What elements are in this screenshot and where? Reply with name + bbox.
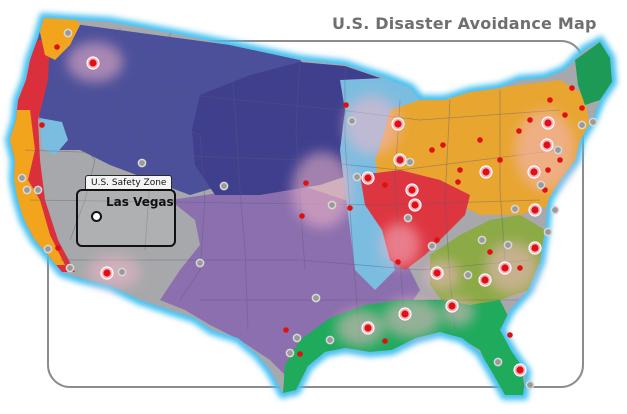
city-marker (219, 181, 229, 191)
city-marker (405, 157, 415, 167)
risk-marker (497, 157, 503, 163)
city-marker (536, 180, 546, 190)
city-marker (292, 333, 302, 343)
risk-marker (481, 276, 489, 284)
city-marker (550, 205, 560, 215)
las-vegas-label: Las Vegas (106, 195, 174, 209)
risk-marker (507, 332, 513, 338)
gray-markers (17, 28, 598, 390)
city-marker (525, 380, 535, 390)
risk-marker (448, 302, 456, 310)
risk-marker (579, 105, 585, 111)
risk-marker (434, 237, 440, 243)
risk-marker (516, 366, 524, 374)
city-marker (33, 185, 43, 195)
city-marker (117, 267, 127, 277)
city-marker (493, 357, 503, 367)
risk-marker (303, 180, 309, 186)
risk-marker (364, 174, 372, 182)
risk-marker (297, 351, 303, 357)
city-marker (553, 145, 563, 155)
city-marker (352, 172, 362, 182)
city-marker (285, 348, 295, 358)
safety-zone-label: U.S. Safety Zone (85, 175, 173, 190)
city-marker (43, 244, 53, 254)
city-marker (577, 120, 587, 130)
risk-marker (299, 213, 305, 219)
risk-marker (401, 310, 409, 318)
city-marker (17, 173, 27, 183)
risk-marker (55, 245, 61, 251)
city-marker (325, 335, 335, 345)
risk-marker (395, 259, 401, 265)
city-marker (588, 117, 598, 127)
risk-marker (39, 122, 45, 128)
city-marker (311, 293, 321, 303)
risk-marker (544, 119, 552, 127)
city-marker (63, 28, 73, 38)
city-marker (510, 204, 520, 214)
risk-marker (364, 324, 372, 332)
city-marker (65, 263, 75, 273)
risk-marker (542, 187, 548, 193)
city-marker (477, 235, 487, 245)
risk-marker (531, 206, 539, 214)
risk-marker (89, 59, 97, 67)
risk-marker (531, 244, 539, 252)
city-marker (427, 241, 437, 251)
city-marker (327, 200, 337, 210)
risk-marker (482, 168, 490, 176)
risk-marker (433, 269, 441, 277)
city-marker (503, 240, 513, 250)
risk-marker (455, 179, 461, 185)
city-marker (195, 258, 205, 268)
city-marker (22, 185, 32, 195)
risk-marker (530, 168, 538, 176)
risk-marker (283, 327, 289, 333)
risk-marker (543, 141, 551, 149)
risk-marker (501, 264, 509, 272)
city-marker (137, 158, 147, 168)
risk-marker (457, 167, 463, 173)
risk-marker (562, 112, 568, 118)
risk-marker (103, 269, 111, 277)
risk-marker (429, 147, 435, 153)
risk-marker (411, 201, 419, 209)
risk-marker (382, 182, 388, 188)
risk-marker (557, 157, 563, 163)
las-vegas-marker-icon (91, 211, 102, 222)
city-marker (403, 213, 413, 223)
risk-marker (569, 85, 575, 91)
risk-marker (487, 249, 493, 255)
risk-halos (67, 42, 575, 346)
city-marker (543, 227, 553, 237)
risk-marker (343, 102, 349, 108)
risk-marker (396, 156, 404, 164)
risk-marker (408, 186, 416, 194)
risk-marker (477, 137, 483, 143)
risk-marker (382, 338, 388, 344)
risk-marker (516, 128, 522, 134)
risk-marker (54, 44, 60, 50)
city-marker (347, 116, 357, 126)
map-title: U.S. Disaster Avoidance Map (332, 14, 597, 33)
city-marker (463, 270, 473, 280)
risk-marker (394, 120, 402, 128)
risk-marker (545, 167, 551, 173)
risk-marker (347, 205, 353, 211)
risk-marker (440, 142, 446, 148)
risk-marker (547, 97, 553, 103)
red-markers (39, 44, 585, 377)
risk-marker (527, 117, 533, 123)
risk-marker (517, 265, 523, 271)
